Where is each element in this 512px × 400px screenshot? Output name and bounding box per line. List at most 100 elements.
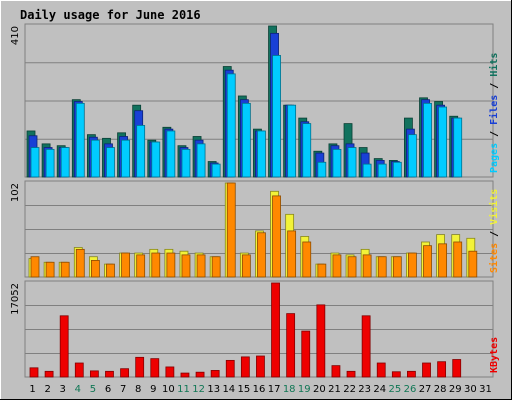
day-label: 30: [464, 384, 477, 395]
bar-kbytes: [271, 282, 280, 378]
bar-kbytes: [29, 367, 39, 378]
series-label: KBytes: [489, 337, 500, 373]
bar-kbytes: [286, 313, 296, 378]
series-label: Pages: [489, 143, 500, 173]
bar-pages: [166, 130, 176, 178]
day-label: 25: [389, 384, 402, 395]
bar-pages: [257, 130, 266, 178]
bar-kbytes: [437, 361, 447, 378]
bar-sites: [257, 232, 266, 278]
bar-kbytes: [89, 370, 99, 378]
bar-pages: [136, 125, 146, 178]
bar-pages: [121, 139, 130, 178]
bar-sites: [468, 250, 478, 278]
bar-kbytes: [422, 362, 431, 378]
bar-kbytes: [316, 304, 326, 378]
day-label: 21: [328, 384, 341, 395]
series-labels: KBytes: [489, 337, 500, 373]
day-label: 9: [150, 384, 156, 395]
bar-sites: [287, 230, 297, 278]
y-max-label: 102: [10, 183, 21, 202]
bar-kbytes: [376, 362, 386, 378]
bar-pages: [272, 55, 281, 178]
bar-kbytes: [256, 355, 265, 378]
series-label: Visits: [488, 189, 500, 225]
day-label: 22: [343, 384, 356, 395]
day-label: 1: [29, 384, 35, 395]
bar-sites: [392, 256, 402, 278]
day-label: 27: [419, 384, 432, 395]
bar-kbytes: [452, 359, 462, 378]
bar-pages: [75, 102, 85, 178]
bar-pages: [347, 147, 357, 178]
bar-sites: [166, 252, 176, 278]
bar-kbytes: [105, 370, 114, 378]
bar-kbytes: [301, 330, 311, 378]
bar-kbytes: [225, 359, 235, 378]
bar-sites: [30, 256, 40, 278]
bar-kbytes: [407, 370, 416, 378]
bar-kbytes: [44, 370, 54, 378]
day-label: 3: [60, 384, 66, 395]
bar-sites: [181, 254, 191, 278]
bar-pages: [317, 161, 327, 178]
series-labels: Pages / Files / Hits: [488, 53, 500, 173]
panel-hits-files-pages: 410 Pages / Files / Hits: [10, 23, 500, 178]
bar-kbytes: [391, 371, 401, 378]
bar-pages: [226, 73, 236, 178]
bar-kbytes: [120, 368, 129, 378]
bar-kbytes: [74, 362, 84, 378]
bar-kbytes: [135, 356, 145, 378]
y-max-label: 410: [10, 26, 21, 45]
bar-pages: [453, 117, 463, 178]
bar-pages: [196, 143, 206, 178]
bar-sites: [151, 252, 161, 278]
bar-pages: [90, 139, 100, 178]
bar-sites: [136, 254, 146, 278]
day-label: 8: [135, 384, 141, 395]
bar-pages: [181, 148, 191, 178]
series-label: Sites: [488, 243, 500, 273]
bar-sites: [121, 252, 130, 278]
bar-kbytes: [195, 371, 205, 378]
bar-sites: [317, 263, 327, 278]
bar-sites: [75, 248, 85, 278]
bar-pages: [332, 148, 342, 178]
day-axis-labels: 1 2 3 4 5 6 7 8 9 10 11 12 13 14 15 16 17 18 19 20 21 22 23 24 2…: [29, 384, 491, 395]
bar-pages: [408, 134, 417, 178]
bar-sites: [106, 263, 115, 278]
bar-kbytes: [361, 315, 371, 378]
day-label: 18: [283, 384, 296, 395]
bar-kbytes: [150, 358, 160, 378]
bar-sites: [377, 256, 387, 278]
day-label: 2: [44, 384, 50, 395]
bar-pages: [423, 102, 432, 178]
bar-sites: [226, 182, 236, 278]
day-label: 6: [105, 384, 111, 395]
day-label: 16: [253, 384, 266, 395]
series-labels: Sites / Visits: [488, 189, 500, 273]
day-label: 10: [162, 384, 175, 395]
day-label: 19: [298, 384, 311, 395]
day-label: 13: [207, 384, 220, 395]
bar-pages: [60, 147, 70, 178]
bar-pages: [438, 106, 448, 178]
day-label: 15: [238, 384, 251, 395]
day-label: 24: [373, 384, 386, 395]
bar-sites: [60, 261, 70, 278]
day-label: 11: [177, 384, 190, 395]
bar-pages: [377, 163, 387, 178]
bar-pages: [302, 123, 312, 178]
day-label: 14: [222, 384, 235, 395]
series-label: Files: [488, 95, 500, 125]
bar-pages: [30, 147, 40, 178]
series-label-separator: /: [489, 77, 500, 95]
day-label: 5: [90, 384, 96, 395]
bar-sites: [196, 254, 206, 278]
bar-sites: [408, 252, 417, 278]
day-label: 4: [75, 384, 81, 395]
bar-sites: [241, 254, 251, 278]
bar-pages: [362, 163, 372, 178]
bar-kbytes: [331, 365, 341, 378]
